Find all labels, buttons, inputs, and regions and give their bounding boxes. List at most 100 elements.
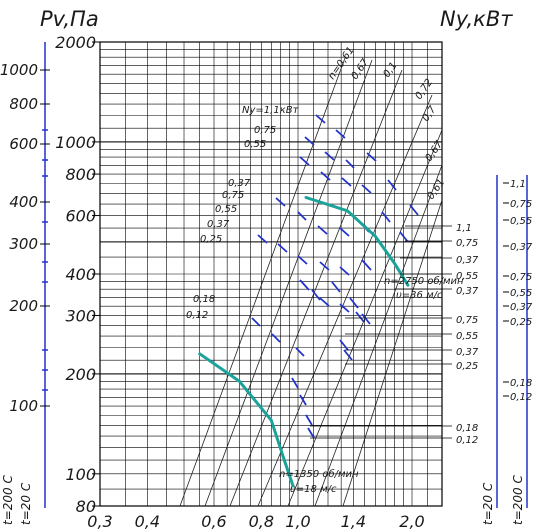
power-dash-10 <box>387 179 397 191</box>
left-scale-tick-label-2: 600 <box>9 135 38 153</box>
annotation-high-speed: n=2750 об/мин <box>384 275 464 287</box>
left-scale-tick-label-1: 800 <box>9 95 38 113</box>
power-dash-13 <box>297 211 307 221</box>
power-brackets: 1,1 0,75 0,37 0,55 0,37 0,75 0,55 0,37 0,25 0,180… <box>310 223 479 446</box>
right-scale-tick-label-6: 0,37 <box>510 302 533 313</box>
annotation-low-speed: n=1350 об/мин <box>279 468 359 480</box>
power-dash-19 <box>257 234 268 244</box>
x-tick-labels: 0,3 0,4 0,6 0,8 1,0 1,4 2,0 <box>87 512 424 531</box>
power-label-top-1: 0,75 <box>254 125 276 136</box>
bracket-label-6: 0,55 <box>456 331 478 342</box>
y-tick-labels: 2000 1000 800 600 400 300 200 100 80 <box>55 33 100 516</box>
bracket-label-4: 0,37 <box>456 286 479 297</box>
power-dash-4 <box>345 159 355 169</box>
efficiency-ray-6 <box>342 199 443 507</box>
power-dash-35 <box>361 313 371 325</box>
vertical-grid <box>99 42 443 506</box>
power-label-top-0: Ny=1,1кВт <box>242 105 300 116</box>
power-dash-7 <box>320 171 331 181</box>
ray-label-4: 0,7 <box>420 104 438 124</box>
right-scale-tick-label-5: 0,55 <box>510 288 532 299</box>
power-dash-1 <box>335 129 346 139</box>
power-label-mid-4: 0,25 <box>200 234 222 245</box>
left-title: Pv,Па <box>40 7 99 31</box>
ray-label-2: 0,1 <box>381 60 399 79</box>
power-dash-30 <box>355 311 365 323</box>
efficiency-ray-5 <box>314 164 443 507</box>
bracket-label-1: 0,75 <box>456 238 478 249</box>
power-dash-32 <box>311 289 321 301</box>
power-label-mid-0: 0,37 <box>228 178 251 189</box>
power-dash-21 <box>297 255 308 265</box>
bracket-label-9: 0,18 <box>456 423 478 434</box>
power-dash-41 <box>307 427 315 439</box>
left-scale-tick-label-6: 100 <box>9 397 38 415</box>
y-tick-label-7: 100 <box>65 465 96 484</box>
x-tick-label-0: 0,3 <box>87 512 112 531</box>
power-dash-31 <box>299 279 310 291</box>
power-dash-39 <box>299 394 307 406</box>
y-tick-label-6: 200 <box>65 365 96 384</box>
ray-labels: n=0,610,67 0,10,720,70,670,61 <box>326 45 447 202</box>
power-dash-28 <box>319 297 330 307</box>
annotation-low-velocity: υ=18 м/с <box>290 484 337 495</box>
left-scale-label-hot: t=200 С <box>1 475 15 525</box>
right-scale-tick-label-2: 0,55 <box>510 216 532 227</box>
x-tick-label-6: 2,0 <box>399 512 424 531</box>
bracket-label-0: 1,1 <box>456 223 472 234</box>
power-dash-27 <box>295 347 305 357</box>
performance-curve-0 <box>198 352 295 488</box>
right-scale-tick-label-7: 0,25 <box>510 317 532 328</box>
efficiency-ray-2 <box>229 69 403 507</box>
bracket-label-7: 0,37 <box>456 347 479 358</box>
power-dash-12 <box>275 197 286 207</box>
power-dash-18 <box>399 231 409 243</box>
power-label-low-1: 0,12 <box>186 310 208 321</box>
left-scale-tick-label-4: 300 <box>9 235 38 253</box>
power-label-low-0: 0,18 <box>193 294 215 305</box>
right-scale-ticks: 1,1 0,75 0,55 0,37 0,75 0,55 0,37 0,25 0,18 0,12 <box>503 179 533 403</box>
power-label-top-2: 0,55 <box>244 139 266 150</box>
x-tick-label-1: 0,4 <box>135 512 160 531</box>
power-dash-36 <box>339 339 349 351</box>
power-dash-26 <box>271 333 281 343</box>
x-tick-label-5: 1,4 <box>341 512 366 531</box>
power-dash-2 <box>304 136 315 146</box>
bracket-label-3: 0,55 <box>456 271 478 282</box>
power-dash-37 <box>343 349 353 361</box>
power-dashes <box>251 114 419 439</box>
power-dash-34 <box>349 297 359 309</box>
ray-label-3: 0,72 <box>413 77 435 102</box>
left-scale-tick-label-5: 200 <box>9 297 38 315</box>
y-tick-label-4: 400 <box>65 265 96 284</box>
left-scale: 1000 800 600 400 300 200 100 <box>0 61 50 415</box>
left-scale-label-cold: t=20 С <box>19 482 33 525</box>
bracket-label-10: 0,12 <box>456 435 478 446</box>
power-dash-11 <box>409 204 419 216</box>
power-dash-0 <box>315 114 326 124</box>
right-scale-tick-label-3: 0,37 <box>510 242 533 253</box>
power-dash-20 <box>277 243 288 253</box>
performance-curve-1 <box>304 196 410 287</box>
power-dash-24 <box>361 259 372 271</box>
power-dash-9 <box>361 184 372 194</box>
right-scale-tick-label-4: 0,75 <box>510 272 532 283</box>
y-tick-label-0: 2000 <box>55 33 96 52</box>
performance-curves <box>198 196 410 488</box>
bracket-label-2: 0,37 <box>456 255 479 266</box>
power-dash-3 <box>324 151 335 161</box>
annotation-high-velocity: υ=36 м/с <box>396 290 443 301</box>
power-dash-5 <box>366 152 377 162</box>
power-dash-29 <box>339 303 350 313</box>
right-scale-tick-label-0: 1,1 <box>510 179 526 190</box>
power-dash-8 <box>341 177 352 187</box>
x-tick-label-4: 1,0 <box>285 512 310 531</box>
power-dash-25 <box>251 317 261 327</box>
right-scale-tick-label-1: 0,75 <box>510 199 532 210</box>
efficiency-ray-1 <box>204 59 373 507</box>
right-scale-tick-label-8: 0,18 <box>510 378 532 389</box>
power-dash-33 <box>331 281 341 293</box>
right-scale-label-hot: t=200 С <box>511 475 525 525</box>
right-scale-tick-label-9: 0,12 <box>510 392 532 403</box>
